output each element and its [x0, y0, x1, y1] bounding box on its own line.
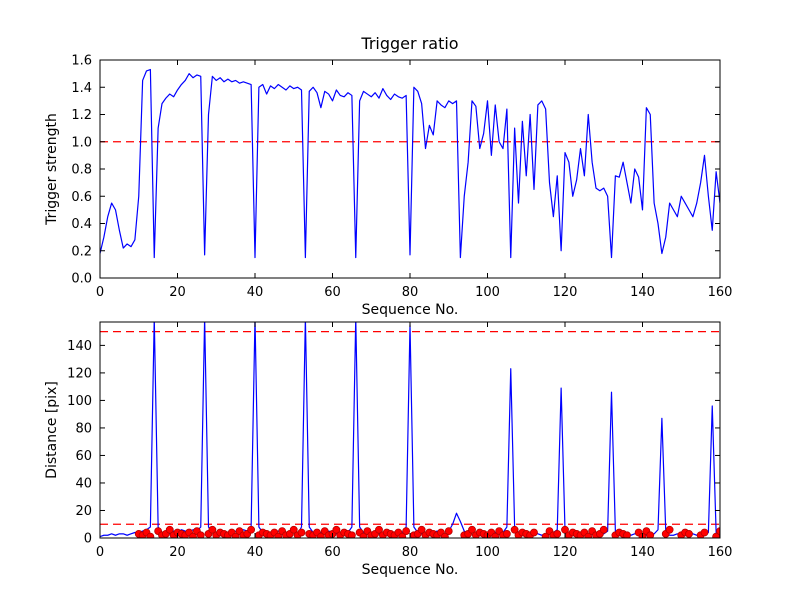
- trigger-ratio-plot-area: [100, 68, 720, 259]
- distance-x-tick-label: 160: [708, 545, 733, 560]
- marker-point: [347, 531, 356, 538]
- trigger-ratio-x-tick-label: 140: [630, 285, 655, 300]
- marker-point: [208, 525, 217, 534]
- marker-point: [685, 529, 693, 538]
- marker-point: [468, 525, 476, 534]
- distance-y-tick-label: 20: [75, 504, 92, 519]
- trigger-ratio-y-tick-label: 1.6: [71, 54, 92, 69]
- marker-point: [196, 531, 205, 538]
- distance-y-tick-label: 100: [67, 394, 92, 409]
- marker-point: [417, 525, 426, 534]
- marker-point: [444, 527, 453, 536]
- trigger-ratio-x-tick-label: 120: [553, 285, 578, 300]
- marker-point: [599, 525, 608, 534]
- marker-point: [289, 525, 298, 534]
- trigger-ratio-y-tick-label: 0.8: [71, 163, 92, 178]
- marker-point: [297, 528, 306, 537]
- distance-line: [100, 322, 720, 538]
- distance-y-tick-label: 140: [67, 339, 92, 354]
- distance-x-tick-label: 40: [247, 545, 264, 560]
- marker-point: [530, 528, 538, 537]
- trigger-ratio-y-tick-label: 0.4: [71, 217, 92, 232]
- distance-axes-spines: [99, 321, 721, 539]
- trigger-ratio-x-tick-label: 40: [247, 285, 264, 300]
- trigger-ratio-y-tick-label: 1.4: [71, 81, 92, 96]
- distance-x-tick-label: 100: [475, 545, 500, 560]
- distance-y-tick-label: 0: [84, 532, 92, 547]
- marker-point: [247, 525, 256, 534]
- distance-x-axis-label: Sequence No.: [362, 562, 459, 578]
- trigger-ratio-axes-spines: [99, 59, 721, 279]
- marker-point: [375, 525, 383, 534]
- trigger-ratio-x-axis-label: Sequence No.: [362, 302, 459, 318]
- chart-title: Trigger ratio: [360, 34, 458, 53]
- marker-point: [165, 525, 174, 534]
- trigger-ratio-x-tick-label: 80: [402, 285, 419, 300]
- trigger-strength-line: [100, 68, 720, 259]
- trigger-ratio-x-tick-label: 160: [708, 285, 733, 300]
- trigger-ratio-y-tick-label: 1.0: [71, 135, 92, 150]
- marker-point: [502, 529, 511, 538]
- distance-y-tick-label: 40: [75, 476, 92, 491]
- trigger-ratio-y-tick-label: 0.6: [71, 190, 92, 205]
- trigger-ratio-x-tick-label: 100: [475, 285, 500, 300]
- marker-point: [332, 525, 341, 534]
- trigger-ratio-x-tick-label: 0: [96, 285, 104, 300]
- marker-point: [510, 525, 519, 534]
- marker-point: [665, 525, 674, 534]
- marker-point: [646, 531, 655, 538]
- distance-x-tick-label: 20: [169, 545, 186, 560]
- distance-x-tick-label: 120: [553, 545, 578, 560]
- trigger-ratio-y-tick-label: 0.2: [71, 244, 92, 259]
- marker-point: [623, 531, 631, 538]
- marker-point: [716, 527, 720, 536]
- distance-y-tick-label: 120: [67, 366, 92, 381]
- inlier-distance-markers: [134, 525, 720, 538]
- trigger-ratio-x-tick-label: 60: [324, 285, 341, 300]
- distance-x-tick-label: 60: [324, 545, 341, 560]
- distance-y-tick-label: 80: [75, 421, 92, 436]
- marker-point: [700, 528, 709, 537]
- trigger-ratio-y-tick-label: 0.0: [71, 272, 92, 287]
- distance-y-axis-label: Distance [pix]: [44, 381, 60, 479]
- marker-point: [146, 532, 155, 538]
- marker-point: [553, 529, 562, 538]
- distance-plot-area: [100, 322, 720, 538]
- trigger-ratio-y-tick-label: 1.2: [71, 108, 92, 123]
- distance-x-tick-label: 80: [402, 545, 419, 560]
- distance-y-tick-label: 60: [75, 449, 92, 464]
- distance-x-tick-label: 0: [96, 545, 104, 560]
- trigger-ratio-x-tick-label: 20: [169, 285, 186, 300]
- trigger-ratio-y-axis-label: Trigger strength: [44, 113, 60, 226]
- marker-point: [402, 527, 411, 536]
- distance-x-tick-label: 140: [630, 545, 655, 560]
